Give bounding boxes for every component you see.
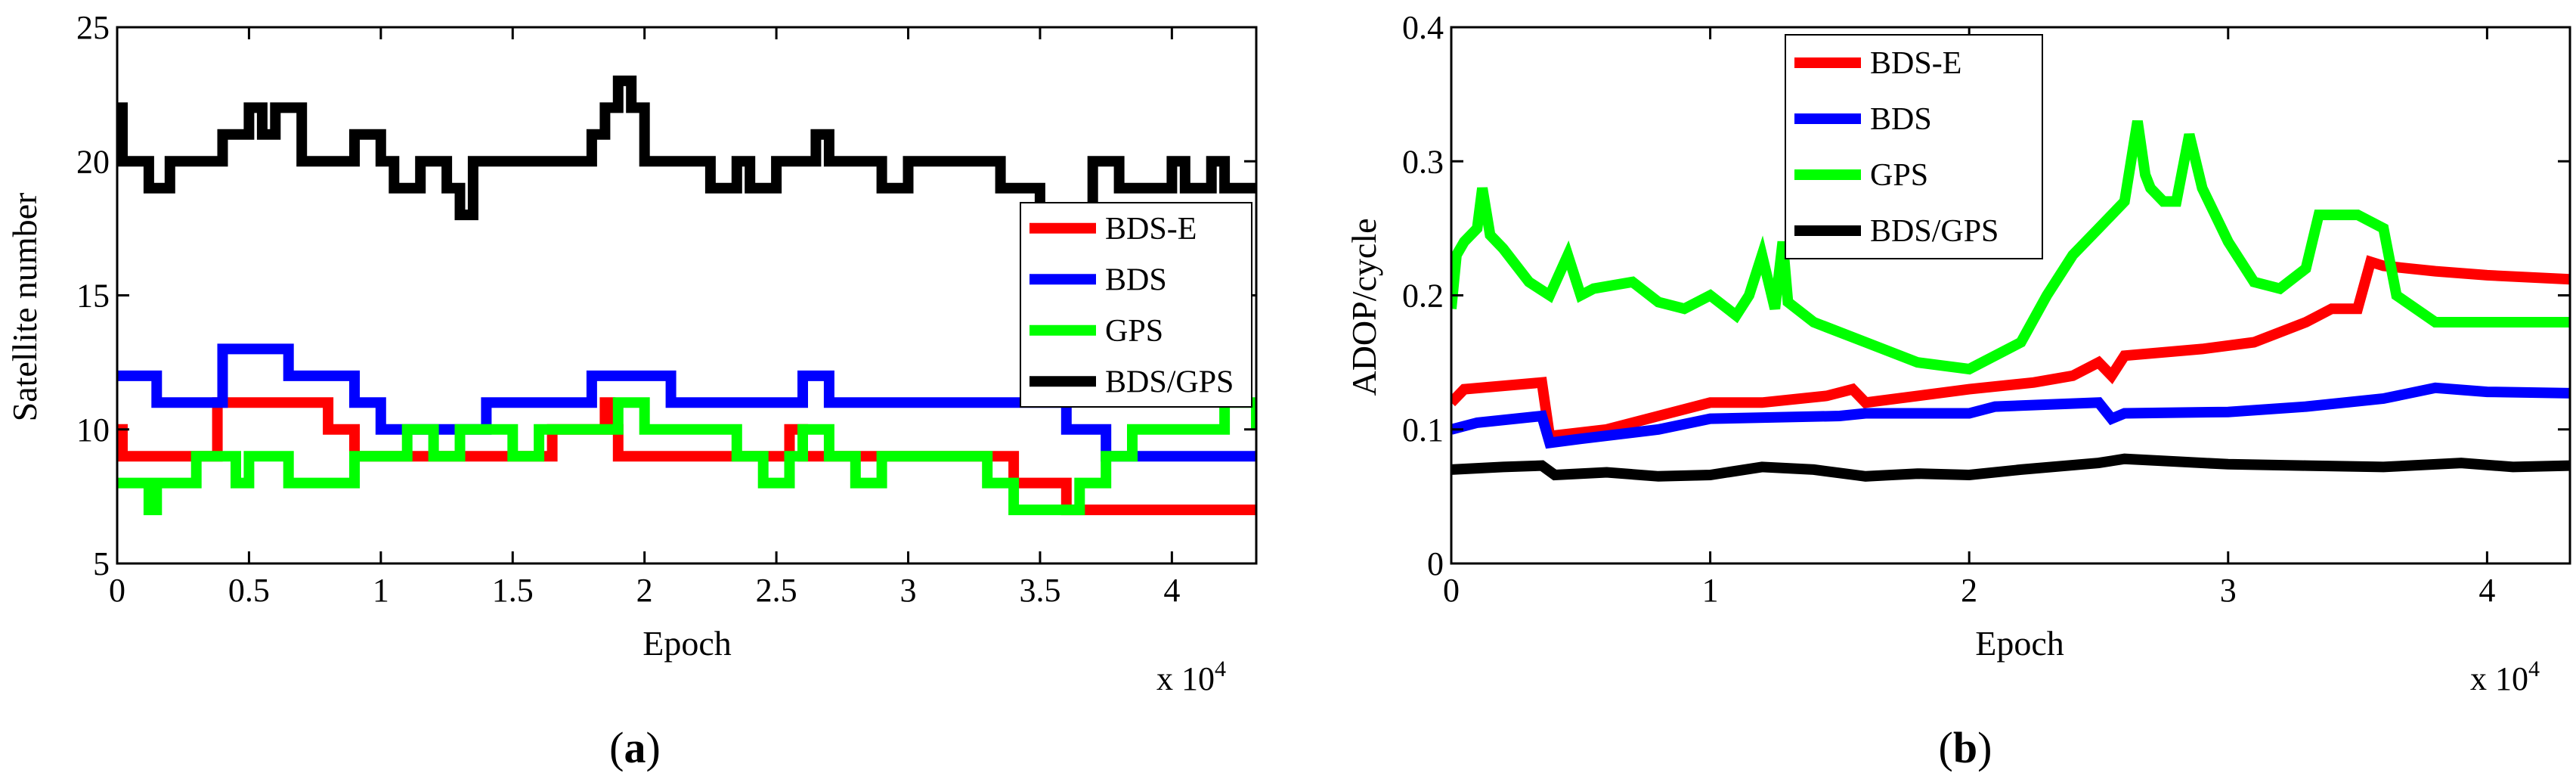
chart-b-legend-label-bds-gps: BDS/GPS [1870,214,1999,249]
chart-a-legend-label-bds: BDS [1105,262,1167,297]
chart-b-xtick-label: 1 [1702,572,1719,609]
chart-a-xlabel: Epoch [642,624,732,663]
chart-a-xtick-label: 3 [900,572,917,609]
chart-a-ylabel: Satellite number [5,193,44,422]
chart-a-legend-label-bds-e: BDS-E [1105,212,1197,247]
chart-b-series-group [1451,120,2570,482]
chart-a-xtick-label: 3.5 [1019,572,1060,609]
chart-b-legend-label-bds: BDS [1870,102,1932,137]
chart-a-xtick-label: 4 [1163,572,1180,609]
chart-a-xtick-label: 2 [636,572,653,609]
chart-a-xtick-label: 1.5 [492,572,534,609]
chart-a-legend-label-bds-gps: BDS/GPS [1105,365,1234,399]
chart-b-xlabel: Epoch [1975,624,2064,663]
chart-a-series-gps [117,397,1256,516]
chart-a-legend: BDS-E BDS GPS BDS/GPS [1020,202,1252,408]
chart-a-xtick-label: 1 [373,572,389,609]
chart-b-ylabel: ADOP/cycle [1345,218,1383,396]
chart-b-ytick-label: 0.3 [1402,143,1444,180]
chart-a-ytick-label: 20 [76,143,110,180]
chart-a: Satellite number Epoch x 104 (a) 0 0.5 1 1.… [5,9,1258,772]
chart-b-ytick-label: 0 [1427,545,1444,582]
chart-b-series-bds-gps [1451,453,2570,482]
chart-b-legend-label-bds-e: BDS-E [1870,46,1961,81]
chart-b: ADOP/cycle Epoch x 104 (b) 0 1 2 3 4 0 0.1 0.2 0… [1345,9,2571,772]
chart-b-series-gps [1451,120,2570,375]
chart-a-series-bds [117,343,1256,462]
chart-a-panel-label: (a) [609,723,661,772]
chart-b-xtick-label: 2 [1961,572,1977,609]
chart-a-legend-box [1020,202,1252,408]
chart-b-x-multiplier: x 104 [2470,656,2540,697]
chart-a-ytick-label: 10 [76,411,110,449]
chart-a-series-bds-gps [117,75,1256,221]
chart-b-xtick-label: 3 [2220,572,2237,609]
chart-a-xtick-label: 0 [109,572,125,609]
chart-a-ytick-label: 5 [93,545,110,582]
chart-a-xtick-label: 0.5 [228,572,270,609]
chart-b-xtick-label: 4 [2478,572,2495,609]
chart-a-legend-label-gps: GPS [1105,314,1163,349]
chart-b-xtick-label: 0 [1443,572,1460,609]
chart-b-legend-label-gps: GPS [1870,158,1928,193]
chart-a-ytick-label: 15 [76,278,110,315]
chart-b-ytick-label: 0.2 [1402,278,1444,315]
chart-b-legend-box [1785,34,2043,259]
chart-a-xtick-label: 2.5 [756,572,797,609]
chart-b-panel-label: (b) [1939,723,1992,772]
chart-a-x-multiplier: x 104 [1156,656,1226,697]
chart-b-series-bds [1451,382,2570,449]
chart-b-ytick-label: 0.1 [1402,411,1444,449]
chart-b-ytick-label: 0.4 [1402,9,1444,46]
chart-b-legend: BDS-E BDS GPS BDS/GPS [1785,34,2043,259]
chart-a-ytick-label: 25 [76,9,110,46]
chart-b-series-bds-e [1451,255,2570,442]
